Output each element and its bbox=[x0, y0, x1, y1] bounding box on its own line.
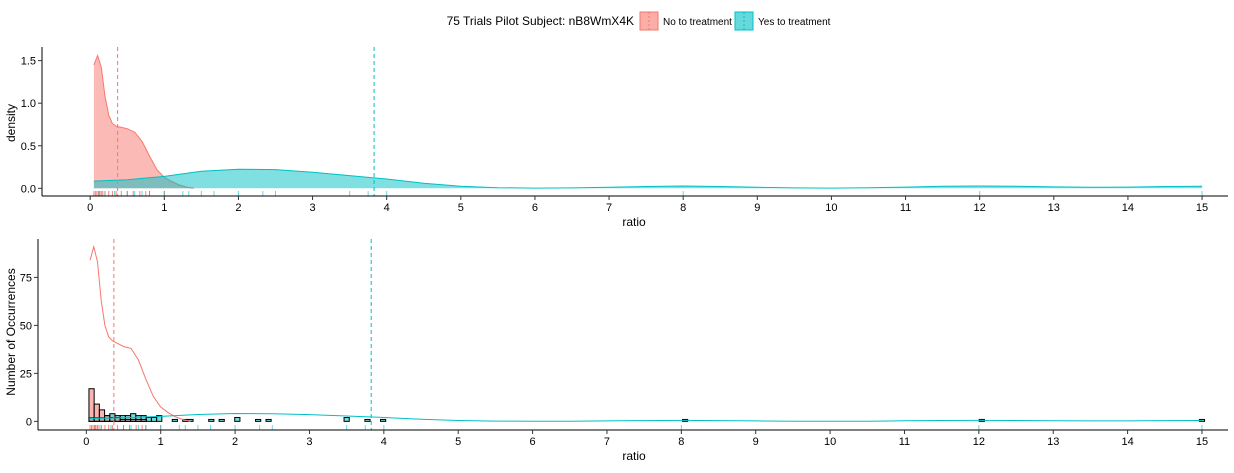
legend-key-no: No to treatment bbox=[639, 11, 732, 31]
histogram-bar-yes bbox=[208, 418, 215, 422]
density-y-tick-label: 0.0 bbox=[21, 183, 36, 195]
density-x-tick-label: 3 bbox=[309, 202, 315, 214]
histogram-x-tick-label: 15 bbox=[1196, 436, 1208, 448]
density-panel: 0 1 2 3 4 5 6 7 8 9 10 11 12 13 14 150.00.51.01.5 ratio… bbox=[4, 47, 1228, 229]
legend: 75 Trials Pilot Subject: nB8WmX4K No to … bbox=[447, 11, 831, 31]
histogram-x-tick-label: 6 bbox=[530, 436, 536, 448]
histogram-bar-yes bbox=[379, 418, 387, 422]
histogram-y-tick-label: 0 bbox=[26, 416, 32, 428]
histogram-x-tick-label: 1 bbox=[158, 436, 164, 448]
density-axes: 0 1 2 3 4 5 6 7 8 9 10 11 12 13 14 150.00.51.01.5 bbox=[21, 47, 1228, 214]
histogram-x-tick-label: 5 bbox=[455, 436, 461, 448]
histogram-bar-no bbox=[140, 418, 147, 422]
histogram-plot-area bbox=[88, 239, 1206, 430]
histogram-bar-no bbox=[124, 418, 132, 422]
density-x-tick-label: 4 bbox=[384, 202, 390, 214]
histogram-x-tick-label: 2 bbox=[232, 436, 238, 448]
histogram-x-tick-label: 13 bbox=[1047, 436, 1059, 448]
histogram-x-axis-label: ratio bbox=[622, 449, 646, 463]
density-y-axis-label: density bbox=[4, 104, 18, 142]
histogram-x-tick-label: 11 bbox=[899, 436, 910, 448]
histogram-curve-yes bbox=[90, 412, 1203, 422]
density-x-tick-label: 6 bbox=[532, 202, 538, 214]
density-y-tick-label: 0.5 bbox=[21, 141, 36, 153]
density-x-tick-label: 8 bbox=[680, 202, 686, 214]
density-x-tick-label: 0 bbox=[87, 202, 93, 214]
histogram-x-tick-label: 14 bbox=[1121, 436, 1133, 448]
density-x-tick-label: 10 bbox=[825, 202, 837, 214]
legend-label-yes: Yes to treatment bbox=[758, 17, 831, 28]
density-area-yes bbox=[93, 169, 1203, 189]
histogram-y-axis-label: Number of Occurrences bbox=[4, 268, 18, 395]
histogram-curve-no bbox=[89, 244, 191, 422]
density-y-tick-label: 1.5 bbox=[21, 56, 36, 68]
histogram-x-tick-label: 0 bbox=[83, 436, 89, 448]
histogram-x-tick-label: 8 bbox=[678, 436, 684, 448]
histogram-x-tick-label: 7 bbox=[604, 436, 610, 448]
legend-title: 75 Trials Pilot Subject: nB8WmX4K bbox=[447, 14, 634, 28]
histogram-y-tick-label: 75 bbox=[20, 272, 32, 284]
histogram-x-tick-label: 10 bbox=[824, 436, 836, 448]
legend-key-yes: Yes to treatment bbox=[734, 11, 831, 31]
density-curve-yes bbox=[93, 168, 1203, 189]
density-x-tick-label: 14 bbox=[1122, 202, 1134, 214]
histogram-bar-yes bbox=[364, 418, 371, 422]
histogram-bar-no bbox=[130, 418, 137, 422]
histogram-bar-yes bbox=[150, 417, 158, 422]
density-x-tick-label: 2 bbox=[235, 202, 241, 214]
histogram-bar-yes bbox=[171, 418, 178, 422]
density-x-tick-label: 13 bbox=[1048, 202, 1060, 214]
density-plot-area bbox=[93, 47, 1203, 196]
density-x-tick-label: 11 bbox=[900, 202, 911, 214]
histogram-bar-no bbox=[98, 409, 106, 422]
histogram-x-tick-label: 12 bbox=[973, 436, 985, 448]
histogram-bar-yes bbox=[218, 418, 225, 422]
density-area-no bbox=[93, 55, 194, 189]
histogram-x-tick-label: 4 bbox=[381, 436, 387, 448]
density-y-tick-label: 1.0 bbox=[21, 98, 36, 110]
histogram-x-tick-label: 9 bbox=[753, 436, 759, 448]
density-x-tick-label: 15 bbox=[1196, 202, 1208, 214]
histogram-bar-yes bbox=[145, 417, 152, 422]
density-x-tick-label: 5 bbox=[458, 202, 464, 214]
histogram-bar-yes bbox=[343, 417, 350, 422]
histogram-bar-no bbox=[135, 418, 142, 422]
density-x-axis-label: ratio bbox=[622, 215, 646, 229]
histogram-x-tick-label: 3 bbox=[306, 436, 312, 448]
density-x-tick-label: 12 bbox=[974, 202, 986, 214]
histogram-bar-no bbox=[88, 388, 95, 422]
legend-label-no: No to treatment bbox=[663, 17, 732, 28]
density-x-tick-label: 9 bbox=[754, 202, 760, 214]
histogram-bar-yes bbox=[234, 417, 241, 422]
histogram-bar-yes bbox=[265, 418, 272, 422]
density-x-tick-label: 7 bbox=[606, 202, 612, 214]
density-x-tick-label: 1 bbox=[161, 202, 167, 214]
histogram-bar-yes bbox=[255, 418, 262, 422]
histogram-y-tick-label: 50 bbox=[20, 320, 32, 332]
histogram-y-tick-label: 25 bbox=[20, 368, 32, 380]
histogram-bar-yes bbox=[156, 415, 163, 422]
histogram-bar-no bbox=[119, 418, 126, 422]
